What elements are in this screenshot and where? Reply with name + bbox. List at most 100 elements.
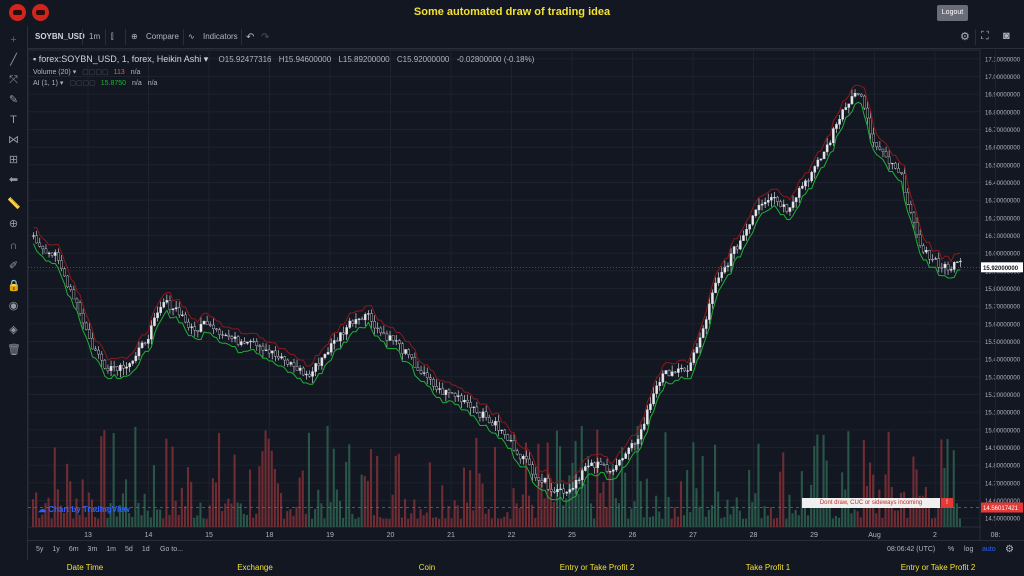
percent-toggle[interactable]: %	[948, 546, 955, 553]
candle	[472, 406, 476, 408]
candle	[816, 159, 820, 167]
prediction-tool-icon[interactable]: ⊞	[8, 154, 19, 166]
trash-icon[interactable]: 🗑	[7, 344, 21, 356]
brush-icon[interactable]: ✎	[8, 94, 19, 106]
redo-icon[interactable]: ↷	[261, 32, 270, 43]
undo-icon[interactable]: ↶	[246, 32, 255, 43]
crosshair-icon[interactable]: +	[10, 34, 17, 46]
volume-bar	[376, 455, 379, 527]
range-6m[interactable]: 6m	[68, 546, 79, 553]
clock-readout[interactable]: 08:06:42 (UTC)	[887, 546, 936, 553]
candle	[574, 480, 578, 489]
candle	[568, 489, 572, 493]
ruler-icon[interactable]: 📏	[7, 198, 21, 210]
compare-button[interactable]: Compare	[146, 32, 179, 41]
candle	[720, 271, 724, 278]
volume-bar	[515, 503, 518, 527]
range-1y[interactable]: 1y	[52, 546, 60, 553]
volume-bar	[552, 501, 555, 527]
range-5d[interactable]: 5d	[125, 546, 133, 553]
study-controls-icon[interactable]: ▢▢▢▢	[82, 69, 109, 76]
text-tool-icon[interactable]: T	[10, 114, 17, 126]
volume-bar	[531, 504, 534, 527]
candle	[177, 307, 181, 316]
volume-bar	[345, 461, 348, 527]
range-1d[interactable]: 1d	[141, 546, 150, 553]
candle	[84, 322, 88, 330]
trend-line-icon[interactable]: ╱	[10, 54, 17, 66]
candle	[146, 338, 150, 344]
zoom-icon[interactable]: ⊕	[8, 218, 19, 230]
interval-selector[interactable]: 1m	[89, 32, 101, 41]
volume-bar	[267, 438, 270, 527]
range-1m[interactable]: 1m	[106, 546, 117, 553]
stay-drawing-icon[interactable]: ✐	[8, 260, 19, 272]
auto-toggle[interactable]: auto	[982, 546, 996, 553]
candle	[760, 203, 764, 206]
candle	[748, 224, 751, 230]
price-tick-label: 14.80000000	[985, 464, 1021, 470]
volume-bar	[90, 499, 93, 527]
ai-study-label[interactable]: AI (1, 1)	[33, 80, 58, 87]
candle	[323, 354, 327, 358]
logout-button[interactable]: Logout	[937, 5, 968, 21]
volume-bar	[838, 517, 841, 527]
candle	[695, 346, 699, 353]
layers-icon[interactable]: ◈	[9, 324, 18, 336]
collapse-icon[interactable]: ▪	[33, 54, 39, 64]
volume-bar	[794, 509, 797, 527]
volume-bar	[853, 509, 856, 527]
pattern-tool-icon[interactable]: ⋈	[8, 134, 19, 146]
volume-bar	[847, 431, 850, 527]
volume-bar	[735, 497, 738, 527]
volume-bar	[506, 512, 509, 527]
volume-bar	[50, 518, 53, 527]
ai-upper-band-line	[33, 84, 961, 485]
legend-symbol[interactable]: ▪ forex:SOYBN_USD, 1, forex, Heikin Ashi…	[33, 54, 209, 64]
candle	[872, 133, 875, 143]
candle	[779, 201, 782, 207]
candle	[655, 385, 658, 394]
study-controls-icon[interactable]: ▢▢▢▢	[69, 80, 96, 87]
camera-icon[interactable]: ◙	[1003, 30, 1010, 42]
last-price-label: 15.92000000	[983, 266, 1019, 272]
eye-icon[interactable]: ◉	[8, 300, 19, 312]
range-3m[interactable]: 3m	[87, 546, 98, 553]
trade-annotation[interactable]: Dont draw, CUC or sideways incoming	[802, 498, 940, 508]
lock-icon[interactable]: 🔒	[7, 280, 21, 292]
back-arrow-icon[interactable]: ⬅	[8, 174, 19, 186]
candle	[636, 438, 640, 445]
log-toggle[interactable]: log	[964, 546, 974, 553]
candle	[515, 450, 519, 455]
annotation-badge[interactable]: !	[941, 498, 953, 508]
candle	[794, 197, 798, 203]
volume-study-label[interactable]: Volume (20)	[33, 69, 71, 76]
symbol-search[interactable]: SOYBN_USD	[35, 32, 85, 41]
compare-icon[interactable]: ⊕	[131, 32, 138, 41]
volume-bar	[444, 518, 447, 527]
volume-bar	[782, 452, 785, 527]
tradingview-watermark[interactable]: ☁ Chart by TradingView	[38, 505, 130, 514]
indicators-button[interactable]: Indicators	[203, 32, 238, 41]
fullscreen-icon[interactable]: ⛶	[981, 30, 989, 42]
candle	[853, 92, 857, 97]
magnet-icon[interactable]: ∩	[9, 240, 18, 252]
footer-entry-take-profit-2: Entry or Take Profit 2	[559, 563, 635, 572]
range-5y[interactable]: 5y	[36, 546, 44, 553]
scale-settings-icon[interactable]: ⚙	[1005, 544, 1014, 555]
settings-icon[interactable]: ⚙	[960, 31, 970, 43]
volume-bar	[906, 518, 909, 527]
volume-bar	[869, 462, 872, 527]
volume-bar	[769, 507, 772, 527]
indicators-icon[interactable]: ∿	[188, 32, 195, 41]
candle	[131, 360, 135, 364]
volume-bar	[286, 511, 289, 527]
volume-bar	[822, 434, 825, 527]
fib-tool-icon[interactable]: ⤧	[9, 74, 18, 86]
volume-bar	[605, 506, 608, 527]
candle	[553, 491, 556, 493]
goto-button[interactable]: Go to...	[160, 546, 183, 553]
chart-style-icon[interactable]: ⫿	[111, 32, 114, 41]
candle	[673, 371, 677, 373]
